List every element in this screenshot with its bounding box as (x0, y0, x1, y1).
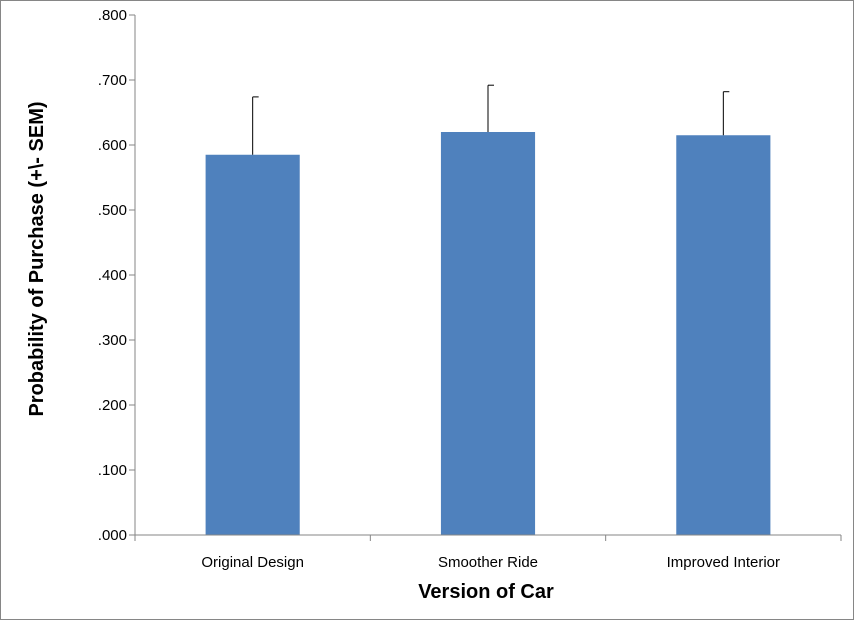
y-tick-label: .200 (98, 397, 127, 414)
y-tick-label: .400 (98, 267, 127, 284)
bar (205, 154, 300, 535)
y-tick-label: .800 (98, 7, 127, 24)
x-tick-label: Smoother Ride (438, 554, 538, 571)
bars-group (205, 132, 771, 535)
x-axis-title: Version of Car (418, 581, 554, 603)
x-tick-label: Improved Interior (667, 554, 780, 571)
y-tick-label: .500 (98, 202, 127, 219)
bar (440, 132, 536, 535)
bar (676, 135, 771, 535)
y-tick-label: .600 (98, 137, 127, 154)
error-bars-group (252, 84, 730, 155)
y-ticks-group: .000 .100 .200 .300 .400 .500 .600 .700 .800 (98, 7, 135, 544)
x-tick-label: Original Design (201, 554, 304, 571)
y-tick-label: .700 (98, 72, 127, 89)
y-axis-title: Probability of Purchase (+\- SEM) (26, 101, 48, 416)
y-tick-label: .000 (98, 527, 127, 544)
y-tick-label: .300 (98, 332, 127, 349)
x-ticks-group: Original Design Smoother Ride Improved Int… (134, 535, 842, 571)
y-tick-label: .100 (98, 462, 127, 479)
